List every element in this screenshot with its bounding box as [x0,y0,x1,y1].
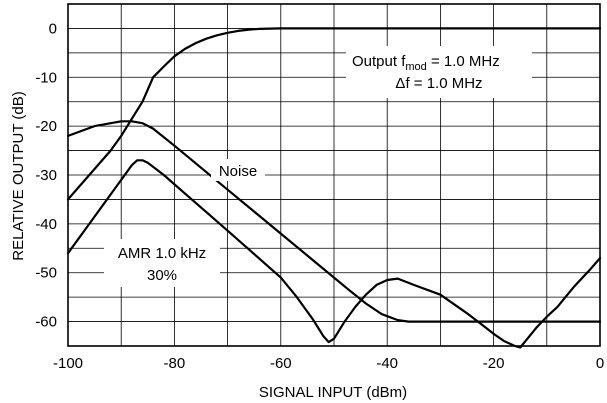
x-tick-label: -100 [53,355,83,372]
amr-annotation-box [104,239,220,287]
amr-label-line1: AMR 1.0 kHz [118,245,206,262]
y-tick-label: -50 [35,265,57,282]
noise-annotation-box [211,159,265,181]
output-prefix: Output f [352,53,406,70]
delta-f-label: Δf = 1.0 MHz [395,75,482,92]
output-annotation-box [346,46,532,98]
series-lines [66,27,602,349]
output-fmod-label: Output fmod = 1.0 MHz [352,53,500,73]
series-line-1 [66,27,602,201]
y-axis-title: RELATIVE OUTPUT (dB) [10,91,27,260]
y-tick-label: -40 [35,216,57,233]
y-tick-label: -60 [35,314,57,331]
x-tick-label: 0 [596,355,604,372]
y-tick-label: -30 [35,167,57,184]
x-tick-label: -60 [270,355,292,372]
x-tick-label: -80 [164,355,186,372]
output-subscript: mod [405,61,426,73]
series-line-3 [66,159,602,349]
x-tick-label: -20 [483,355,505,372]
noise-label: Noise [219,163,257,180]
output-suffix: = 1.0 MHz [427,53,500,70]
plot-frame [67,3,601,347]
x-tick-labels: -100 -80 -60 -40 -20 0 [53,355,604,372]
x-axis-title: SIGNAL INPUT (dBm) [259,384,407,401]
series-line-2 [66,120,602,323]
y-tick-label: 0 [49,20,57,37]
y-tick-label: -10 [35,69,57,86]
x-tick-label: -40 [376,355,398,372]
y-tick-label: -20 [35,118,57,135]
amr-label-line2: 30% [147,267,177,284]
y-tick-labels: 0 -10 -20 -30 -40 -50 -60 [35,20,57,330]
